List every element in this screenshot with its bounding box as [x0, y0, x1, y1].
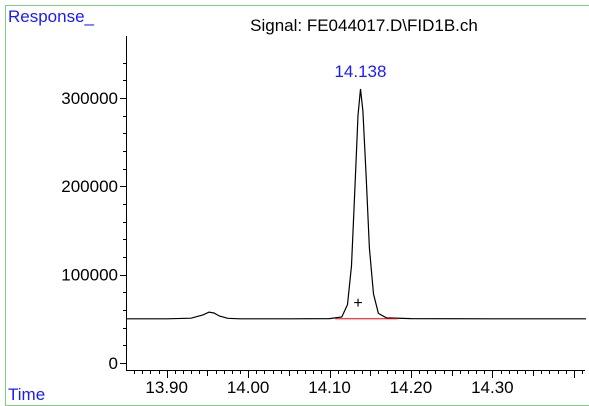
chart-frame — [5, 5, 589, 406]
x-tick-label: 14.10 — [308, 378, 351, 397]
x-axis-ticks: 13.90 14.00 14.10 14.20 14.30 — [134, 370, 583, 397]
chart-title: Signal: FE044017.D\FID1B.ch — [250, 16, 478, 35]
x-tick-label: 14.00 — [227, 378, 270, 397]
y-tick-label: 0 — [109, 354, 118, 373]
x-tick-label: 14.30 — [471, 378, 514, 397]
y-axis-ticks: 0 100000 200000 300000 — [61, 63, 126, 373]
x-tick-label: 13.90 — [145, 378, 188, 397]
x-axis-label: Time — [8, 385, 45, 404]
y-axis-label: Response_ — [8, 7, 95, 26]
peak-label: 14.138 — [334, 62, 386, 81]
y-tick-label: 100000 — [61, 266, 118, 285]
plot-area: +14.138 — [126, 62, 586, 320]
integration-marker: + — [353, 295, 362, 312]
signal-trace — [126, 88, 586, 320]
y-tick-label: 200000 — [61, 177, 118, 196]
y-tick-label: 300000 — [61, 89, 118, 108]
x-tick-label: 14.20 — [390, 378, 433, 397]
